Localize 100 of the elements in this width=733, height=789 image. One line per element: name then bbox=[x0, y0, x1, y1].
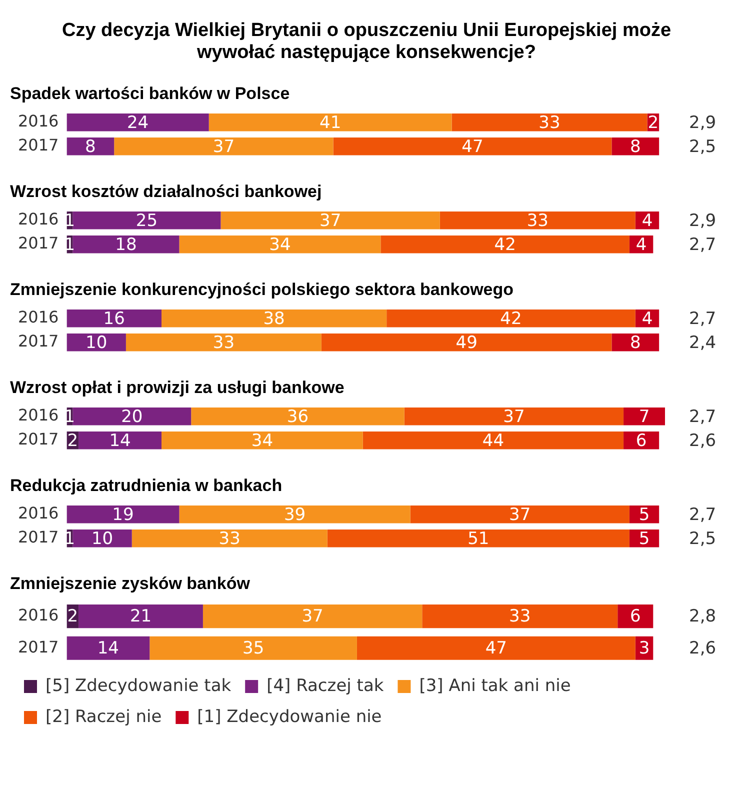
data-label: 37 bbox=[509, 504, 531, 525]
data-label: 18 bbox=[115, 234, 137, 255]
data-label: 2 bbox=[648, 112, 659, 133]
text: 2,7 bbox=[689, 406, 716, 427]
chart-title: Zmniejszenie konkurencyjności polskiego sektora bankowego bbox=[10, 280, 514, 299]
data-label: 6 bbox=[636, 430, 647, 451]
bar bbox=[161, 432, 363, 450]
bar bbox=[202, 604, 422, 628]
text: 2,4 bbox=[689, 332, 716, 353]
bar bbox=[333, 138, 612, 156]
bar bbox=[321, 334, 612, 352]
text: 2,6 bbox=[689, 430, 716, 451]
data-label: 10 bbox=[86, 332, 108, 353]
data-label: 4 bbox=[642, 308, 653, 329]
y-tick-label: 2016 bbox=[18, 605, 59, 624]
bar bbox=[410, 506, 630, 524]
bar bbox=[356, 636, 636, 660]
data-label: 33 bbox=[526, 210, 548, 231]
bar bbox=[220, 212, 440, 230]
bar bbox=[612, 138, 660, 156]
bar bbox=[404, 408, 624, 426]
data-label: 5 bbox=[638, 504, 650, 525]
bar bbox=[208, 114, 452, 132]
data-label: 35 bbox=[242, 638, 264, 659]
bar bbox=[179, 236, 381, 254]
data-label: 14 bbox=[97, 638, 120, 659]
bar bbox=[66, 138, 114, 156]
bar bbox=[629, 506, 660, 524]
data-label: 5 bbox=[638, 528, 650, 549]
bar bbox=[327, 530, 630, 548]
data-label: 33 bbox=[538, 112, 560, 133]
y-tick-label: 2017 bbox=[18, 234, 59, 253]
data-label: 34 bbox=[251, 430, 274, 451]
text: 2,7 bbox=[689, 234, 716, 255]
data-label: 2 bbox=[67, 606, 78, 627]
data-label: 37 bbox=[503, 406, 525, 427]
bar bbox=[72, 530, 132, 548]
data-label: 4 bbox=[642, 210, 653, 231]
y-tick-label: 2017 bbox=[18, 528, 59, 547]
data-label: 14 bbox=[109, 430, 131, 451]
y-tick-label: 2016 bbox=[18, 210, 59, 229]
text: 2,6 bbox=[689, 638, 716, 659]
data-label: 33 bbox=[218, 528, 240, 549]
data-label: 7 bbox=[638, 406, 650, 427]
data-label: 19 bbox=[112, 504, 134, 525]
bar bbox=[72, 212, 221, 230]
data-label: 8 bbox=[85, 136, 96, 157]
data-label: 37 bbox=[302, 606, 324, 627]
y-tick-label: 2017 bbox=[18, 430, 59, 449]
text: 2,5 bbox=[689, 136, 716, 157]
bar bbox=[132, 530, 328, 548]
bar bbox=[618, 604, 654, 628]
bar bbox=[72, 236, 180, 254]
text: 2,8 bbox=[689, 606, 716, 627]
data-label: 37 bbox=[320, 210, 342, 231]
chart-title: Wzrost opłat i prowizji za usługi bankowe bbox=[10, 378, 344, 397]
data-label: 2 bbox=[67, 430, 78, 451]
chart-title: Zmniejszenie zysków banków bbox=[10, 574, 251, 593]
bar bbox=[624, 408, 665, 426]
bar bbox=[629, 530, 660, 548]
data-label: 24 bbox=[126, 112, 149, 133]
y-tick-label: 2017 bbox=[18, 136, 59, 155]
data-label: 8 bbox=[630, 136, 641, 157]
data-label: 34 bbox=[269, 234, 291, 255]
y-tick-label: 2017 bbox=[18, 332, 59, 351]
bar bbox=[380, 236, 630, 254]
data-label: 38 bbox=[263, 308, 285, 329]
text: 2,7 bbox=[689, 504, 716, 525]
legend-label: [5] Zdecydowanie tak bbox=[46, 676, 232, 696]
legend-label: [3] Ani tak ani nie bbox=[419, 676, 571, 696]
text: 2,9 bbox=[689, 112, 716, 133]
data-label: 47 bbox=[485, 638, 507, 659]
legend-label: [1] Zdecydowanie nie bbox=[197, 706, 382, 727]
bar bbox=[66, 114, 209, 132]
bar bbox=[452, 114, 648, 132]
bar bbox=[440, 212, 636, 230]
data-label: 47 bbox=[462, 136, 484, 157]
y-tick-label: 2016 bbox=[18, 504, 59, 523]
chart-title: Spadek wartości banków w Polsce bbox=[10, 84, 290, 103]
y-tick-label: 2016 bbox=[18, 308, 59, 327]
text: 2,9 bbox=[689, 210, 716, 231]
bar bbox=[66, 636, 150, 660]
bar bbox=[66, 506, 180, 524]
data-label: 44 bbox=[482, 430, 504, 451]
text: Czy decyzja Wielkiej Brytanii o opuszczeniu Unii Europejskiej może wywołać następujące konsekwencje? bbox=[60, 19, 672, 65]
data-label: 6 bbox=[630, 606, 641, 627]
bar bbox=[66, 334, 126, 352]
data-label: 42 bbox=[494, 234, 516, 255]
data-label: 25 bbox=[136, 210, 158, 231]
bar bbox=[114, 138, 334, 156]
data-label: 41 bbox=[320, 112, 342, 133]
bar bbox=[422, 604, 618, 628]
chart-title: Redukcja zatrudnienia w bankach bbox=[10, 476, 282, 495]
y-tick-label: 2017 bbox=[18, 637, 59, 656]
data-label: 42 bbox=[500, 308, 522, 329]
data-label: 20 bbox=[121, 406, 143, 427]
data-label: 10 bbox=[91, 528, 114, 549]
data-label: 21 bbox=[130, 606, 152, 627]
legend-label: [2] Raczej nie bbox=[46, 706, 162, 727]
data-label: 39 bbox=[284, 504, 306, 525]
